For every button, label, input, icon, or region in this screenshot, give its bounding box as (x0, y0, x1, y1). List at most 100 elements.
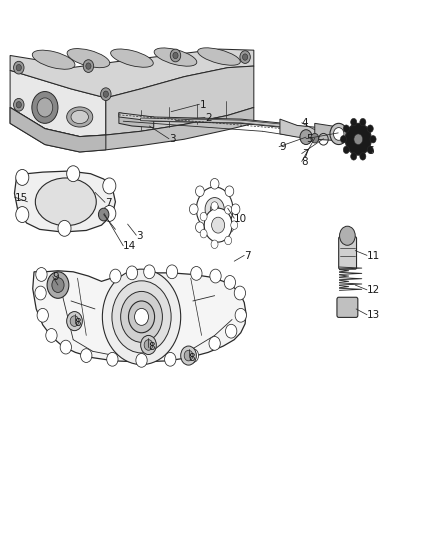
Polygon shape (106, 66, 254, 135)
Text: 8: 8 (148, 342, 155, 352)
Circle shape (144, 340, 153, 350)
Circle shape (107, 352, 118, 366)
Ellipse shape (198, 48, 240, 65)
Circle shape (36, 268, 47, 281)
Text: 8: 8 (74, 318, 81, 328)
Polygon shape (10, 70, 106, 136)
Circle shape (134, 309, 148, 325)
Circle shape (37, 98, 53, 117)
Circle shape (35, 286, 46, 300)
Circle shape (191, 266, 202, 280)
Circle shape (231, 221, 238, 229)
Circle shape (101, 88, 111, 101)
Circle shape (343, 146, 350, 154)
Polygon shape (33, 271, 246, 362)
Circle shape (16, 169, 29, 185)
Text: 13: 13 (367, 310, 380, 320)
Polygon shape (10, 108, 254, 152)
Circle shape (205, 198, 224, 221)
Polygon shape (141, 118, 315, 132)
Circle shape (46, 328, 57, 342)
Text: 7: 7 (105, 198, 112, 208)
Polygon shape (10, 49, 254, 98)
Circle shape (370, 135, 376, 143)
Circle shape (170, 49, 181, 62)
Circle shape (367, 146, 373, 154)
Circle shape (204, 208, 232, 242)
Circle shape (99, 208, 109, 221)
Circle shape (226, 324, 237, 338)
Polygon shape (280, 119, 332, 139)
Text: 14: 14 (123, 241, 137, 252)
Circle shape (210, 269, 221, 283)
Circle shape (166, 265, 178, 279)
Ellipse shape (67, 107, 93, 127)
Circle shape (339, 226, 355, 245)
Text: 7: 7 (244, 251, 251, 261)
Circle shape (102, 269, 181, 365)
FancyBboxPatch shape (339, 237, 357, 269)
Circle shape (231, 204, 240, 215)
Ellipse shape (67, 49, 110, 68)
Circle shape (209, 336, 220, 350)
Circle shape (360, 118, 366, 126)
Circle shape (14, 99, 24, 111)
Ellipse shape (71, 110, 88, 124)
Text: 3: 3 (169, 134, 176, 144)
Polygon shape (119, 113, 154, 127)
Text: 9: 9 (53, 272, 60, 282)
Circle shape (340, 135, 346, 143)
Polygon shape (10, 108, 106, 152)
Circle shape (184, 350, 193, 361)
Text: 12: 12 (367, 285, 380, 295)
Ellipse shape (32, 50, 75, 69)
Circle shape (195, 186, 204, 197)
Circle shape (181, 346, 196, 365)
Circle shape (126, 266, 138, 280)
Circle shape (351, 152, 357, 160)
Circle shape (234, 286, 246, 300)
Circle shape (210, 204, 219, 215)
Text: 9: 9 (279, 142, 286, 152)
Text: 7: 7 (302, 149, 308, 159)
Circle shape (120, 292, 162, 342)
Circle shape (81, 349, 92, 362)
Circle shape (165, 352, 176, 366)
Circle shape (47, 272, 69, 298)
Circle shape (212, 217, 225, 233)
Circle shape (16, 64, 21, 71)
Text: 10: 10 (234, 214, 247, 224)
Circle shape (187, 349, 198, 362)
Circle shape (360, 152, 366, 160)
Circle shape (16, 102, 21, 108)
Circle shape (211, 202, 218, 210)
Circle shape (103, 178, 116, 194)
Circle shape (235, 309, 247, 322)
Text: 15: 15 (14, 192, 28, 203)
Polygon shape (119, 113, 315, 133)
Circle shape (70, 316, 79, 326)
Circle shape (210, 229, 219, 240)
Circle shape (300, 130, 312, 144)
Circle shape (37, 309, 48, 322)
Circle shape (343, 125, 350, 132)
Ellipse shape (111, 49, 153, 67)
Circle shape (224, 276, 236, 289)
Circle shape (128, 301, 155, 333)
Circle shape (225, 206, 232, 214)
Text: 3: 3 (136, 231, 143, 241)
Circle shape (16, 207, 29, 222)
Circle shape (200, 229, 207, 238)
Circle shape (103, 91, 109, 98)
Circle shape (141, 335, 156, 354)
Circle shape (240, 51, 251, 63)
Circle shape (196, 187, 233, 231)
Ellipse shape (154, 48, 197, 66)
Polygon shape (315, 123, 341, 140)
Circle shape (195, 222, 204, 232)
Circle shape (311, 133, 319, 143)
Circle shape (103, 206, 116, 221)
Circle shape (173, 52, 178, 59)
Circle shape (83, 60, 94, 72)
Circle shape (60, 340, 71, 354)
